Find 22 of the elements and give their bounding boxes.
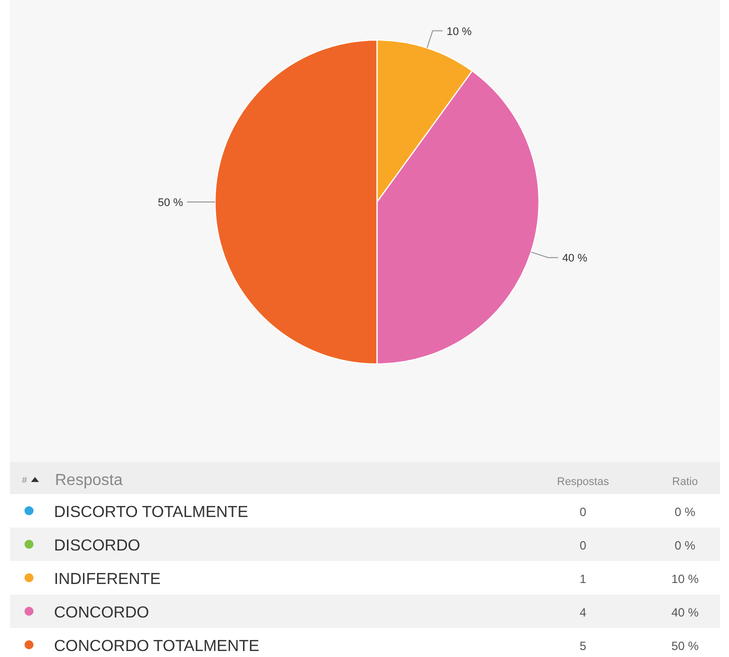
text: 5 [580,638,587,653]
text: 40 % [671,605,699,620]
text: 0 [580,538,587,552]
legend-label: CONCORDO TOTALMENTE [54,638,260,655]
text: # [22,475,28,485]
legend-label: DISCORDO [54,537,140,554]
text: 1 [580,572,587,586]
text: 0 % [674,538,696,552]
text: Ratio [672,476,698,488]
text: 0 % [674,504,696,519]
text: 10 % [671,572,699,586]
legend-label: DISCORTO TOTALMENTE [54,504,248,521]
data-label: 50 % [158,197,184,209]
text: Respostas [557,476,610,488]
text: 0 [580,504,587,519]
legend-label: CONCORDO [54,604,150,622]
text: 4 [580,605,587,620]
data-label: 40 % [562,252,588,265]
legend-label: INDIFERENTE [54,570,161,588]
data-label: 10 % [446,26,472,38]
text: 50 % [671,638,699,653]
text: Resposta [55,472,123,489]
